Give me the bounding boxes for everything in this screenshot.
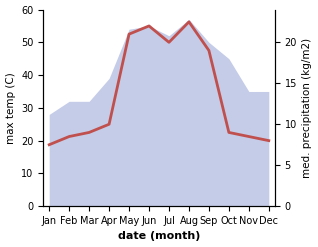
Y-axis label: max temp (C): max temp (C)	[5, 72, 16, 144]
X-axis label: date (month): date (month)	[118, 231, 200, 242]
Y-axis label: med. precipitation (kg/m2): med. precipitation (kg/m2)	[302, 38, 313, 178]
